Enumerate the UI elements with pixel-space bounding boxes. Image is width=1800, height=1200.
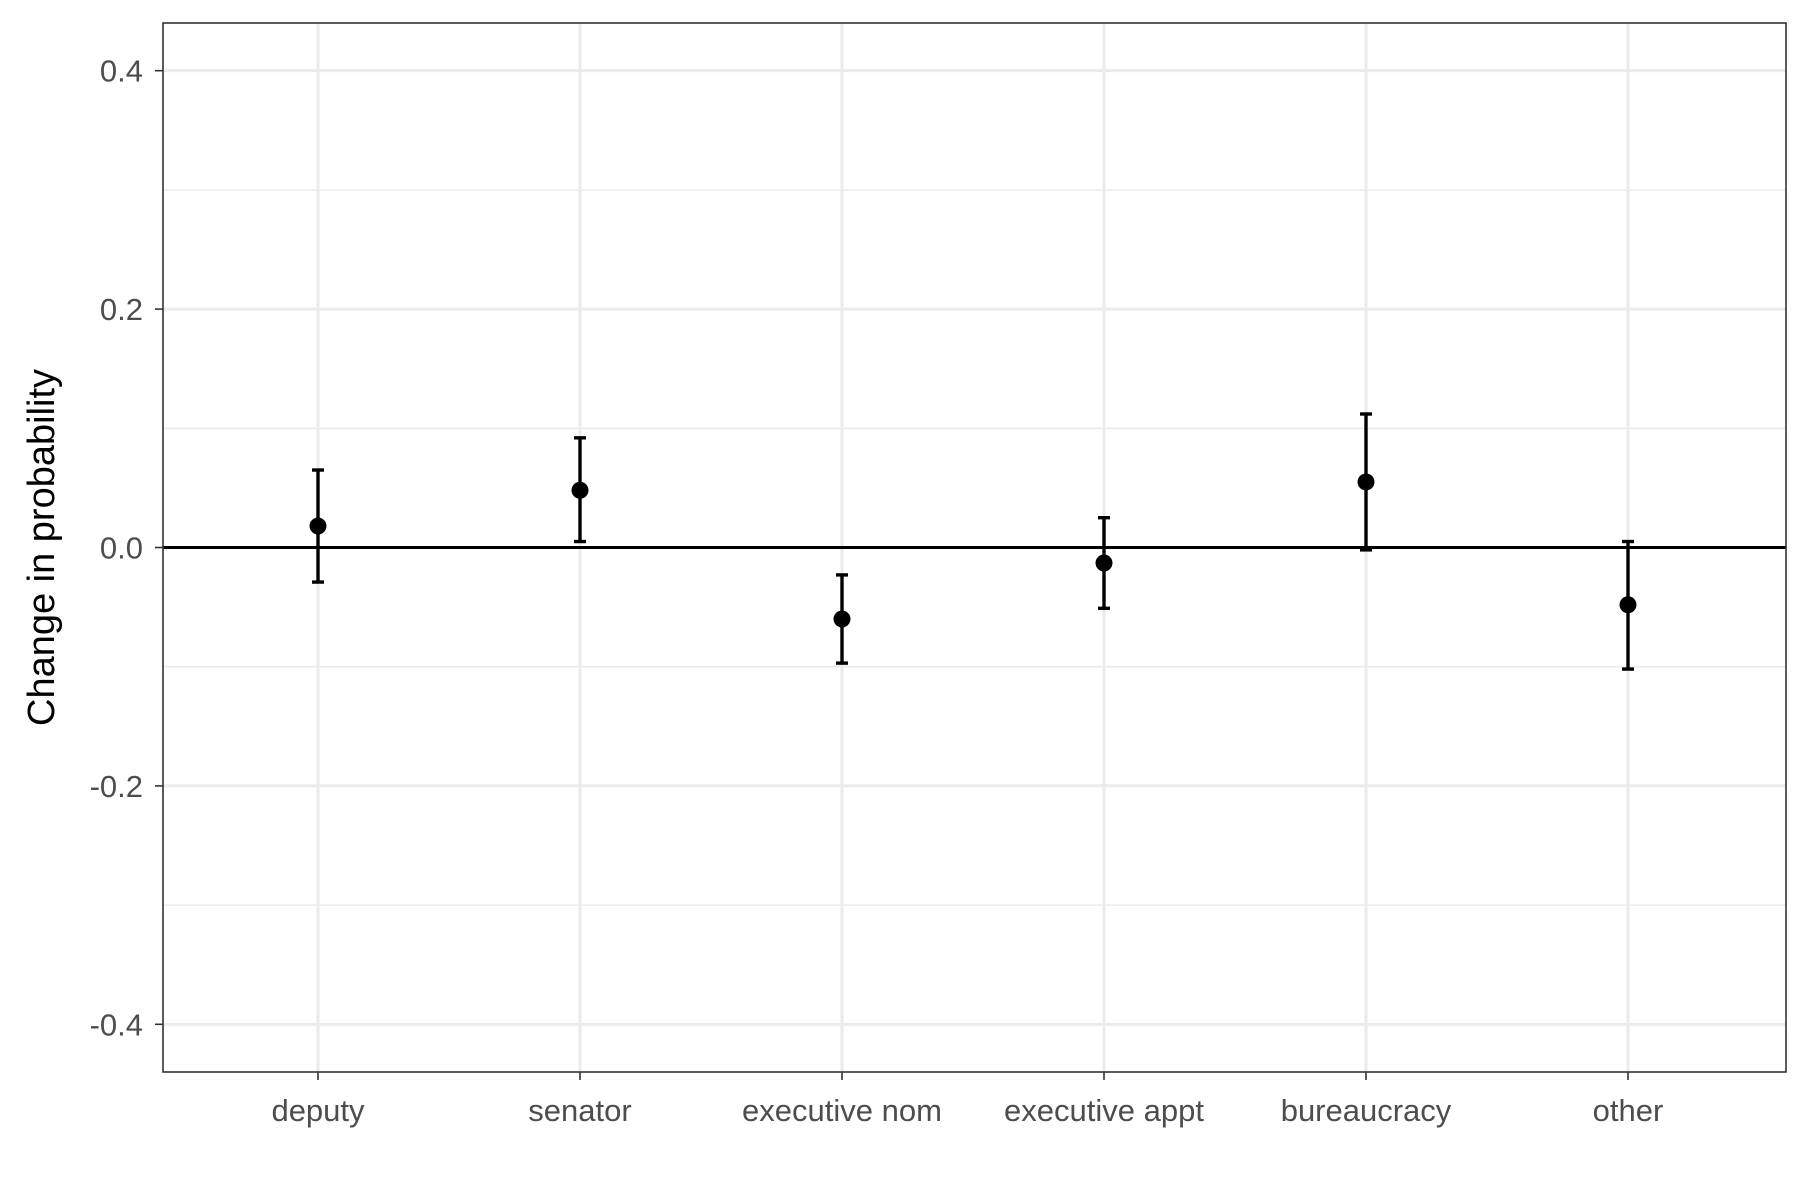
- data-point-5: [1619, 596, 1637, 614]
- y-tick-label: 0.4: [100, 54, 143, 89]
- y-tick-label: 0.2: [100, 292, 143, 327]
- y-tick-labels: 0.4 0.2 0.0 -0.2 -0.4: [90, 54, 143, 1043]
- data-point-4: [1357, 473, 1375, 491]
- data-point-3: [1095, 554, 1113, 572]
- data-point-0: [309, 517, 327, 535]
- y-tick-label: -0.4: [90, 1007, 143, 1042]
- y-tick-label: -0.2: [90, 769, 143, 804]
- axis-ticks: [155, 69, 1629, 1080]
- x-tick-labels: deputy senator executive nom executive appt…: [271, 1093, 1663, 1128]
- x-tick-label-0: deputy: [271, 1093, 365, 1128]
- x-tick-label-3: executive appt: [1004, 1093, 1204, 1128]
- x-tick-label-1: senator: [528, 1093, 631, 1128]
- y-axis-title: Change in probability: [21, 369, 63, 726]
- x-tick-label-4: bureaucracy: [1281, 1093, 1452, 1128]
- data-points: [309, 473, 1637, 628]
- data-point-2: [833, 610, 851, 628]
- x-tick-label-5: other: [1593, 1093, 1664, 1128]
- x-tick-label-2: executive nom: [742, 1093, 942, 1128]
- data-point-1: [571, 481, 589, 499]
- y-tick-label: 0.0: [100, 531, 143, 566]
